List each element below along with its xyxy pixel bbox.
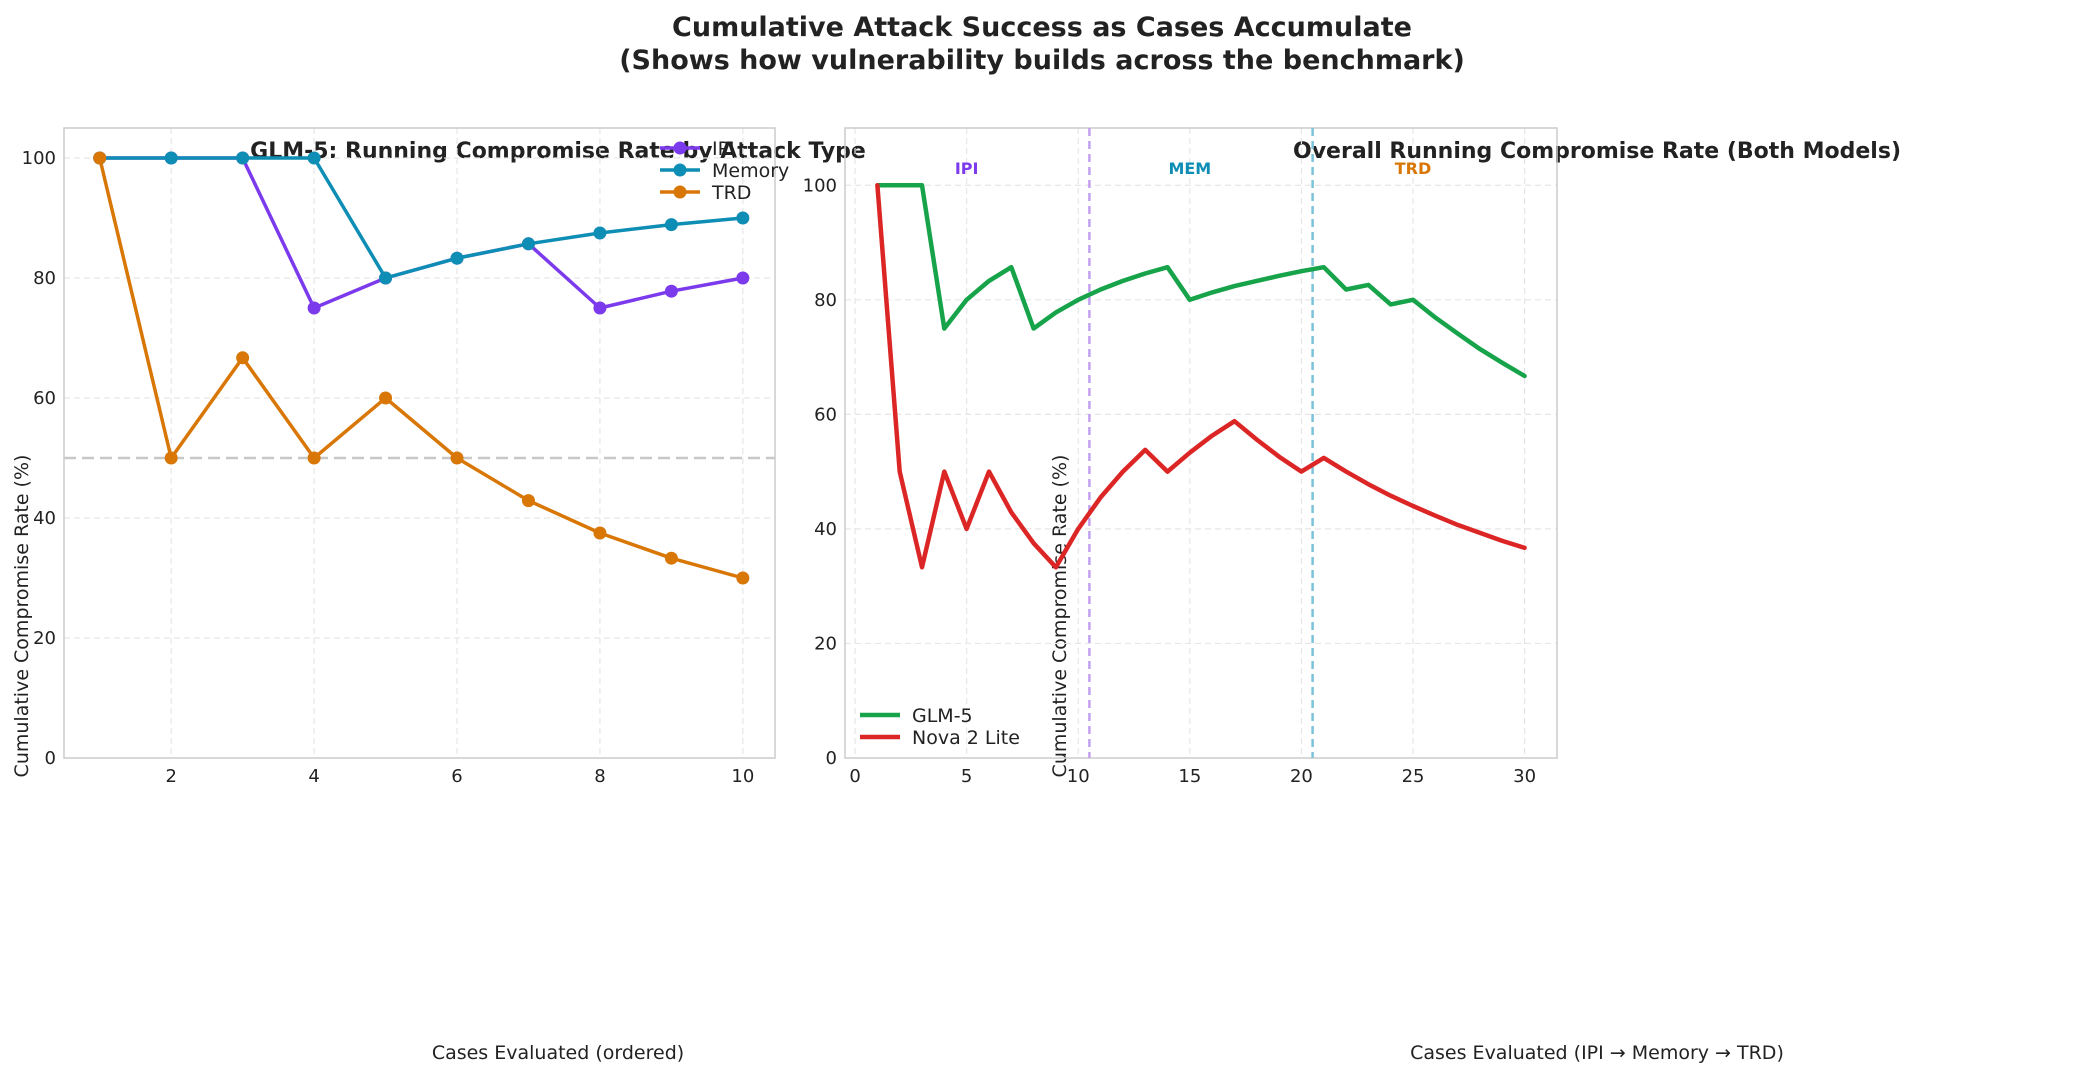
right-plot-frame bbox=[844, 127, 1558, 759]
left-y-tick-label: 40 bbox=[33, 508, 56, 529]
left-data-point-memory bbox=[736, 211, 750, 225]
left-x-tick-label: 8 bbox=[594, 766, 605, 787]
right-y-tick-label: 0 bbox=[826, 748, 837, 769]
left-data-point-ipi bbox=[307, 301, 321, 315]
right-y-tick-label: 100 bbox=[803, 175, 837, 196]
left-x-axis-label: Cases Evaluated (ordered) bbox=[432, 1042, 684, 1064]
right-x-axis-label: Cases Evaluated (IPI → Memory → TRD) bbox=[1410, 1042, 1784, 1064]
left-legend-label-trd: TRD bbox=[711, 182, 751, 204]
left-y-tick-label: 100 bbox=[22, 148, 56, 169]
left-data-point-memory bbox=[164, 151, 178, 165]
left-plot-frame bbox=[63, 127, 776, 759]
left-x-tick-label: 4 bbox=[308, 766, 319, 787]
right-y-axis-label: Cumulative Compromise Rate (%) bbox=[1049, 455, 1071, 778]
left-data-point-memory bbox=[450, 251, 464, 265]
left-legend-marker-ipi bbox=[673, 141, 687, 155]
left-y-tick-label: 0 bbox=[45, 748, 56, 769]
left-data-point-trd bbox=[736, 571, 750, 585]
left-data-point-memory bbox=[236, 151, 250, 165]
right-region-label-mem: MEM bbox=[1168, 159, 1211, 178]
left-y-tick-label: 60 bbox=[33, 388, 56, 409]
left-legend-label-memory: Memory bbox=[712, 160, 789, 182]
left-series-line-trd bbox=[97, 156, 745, 580]
left-data-point-ipi bbox=[593, 301, 607, 315]
right-x-tick-label: 0 bbox=[849, 766, 860, 787]
left-data-point-trd bbox=[593, 526, 607, 540]
right-y-tick-label: 60 bbox=[814, 404, 837, 425]
left-data-point-trd bbox=[164, 451, 178, 465]
left-data-point-trd bbox=[307, 451, 321, 465]
left-y-tick-label: 20 bbox=[33, 628, 56, 649]
right-series-line-nova-2-lite bbox=[875, 183, 1527, 570]
right-x-tick-label: 5 bbox=[961, 766, 972, 787]
right-y-tick-label: 40 bbox=[814, 519, 837, 540]
right-legend-label-glm-5: GLM-5 bbox=[912, 705, 973, 727]
left-data-point-trd bbox=[521, 494, 535, 508]
figure-title-line1: Cumulative Attack Success as Cases Accum… bbox=[672, 12, 1412, 43]
right-chart-panel: Overall Running Compromise Rate (Both Mo… bbox=[803, 127, 1901, 1064]
right-x-tick-label: 10 bbox=[1067, 766, 1090, 787]
left-x-tick-label: 2 bbox=[165, 766, 176, 787]
right-y-tick-label: 80 bbox=[814, 290, 837, 311]
left-data-point-trd bbox=[379, 391, 393, 405]
left-data-point-trd bbox=[664, 551, 678, 565]
left-data-point-ipi bbox=[736, 271, 750, 285]
right-x-tick-label: 20 bbox=[1290, 766, 1313, 787]
left-y-axis-label: Cumulative Compromise Rate (%) bbox=[11, 455, 33, 778]
left-series-line-memory bbox=[97, 156, 745, 280]
right-region-label-ipi: IPI bbox=[955, 159, 979, 178]
left-data-point-memory bbox=[593, 226, 607, 240]
right-legend-label-nova-2-lite: Nova 2 Lite bbox=[912, 727, 1020, 749]
right-x-tick-label: 30 bbox=[1513, 766, 1536, 787]
left-x-tick-label: 10 bbox=[731, 766, 754, 787]
left-data-point-memory bbox=[521, 237, 535, 251]
right-y-tick-label: 20 bbox=[814, 633, 837, 654]
left-y-tick-label: 80 bbox=[33, 268, 56, 289]
left-chart-panel: GLM-5: Running Compromise Rate by Attack… bbox=[11, 127, 866, 1064]
left-data-point-trd bbox=[236, 351, 250, 365]
left-legend-marker-memory bbox=[673, 163, 687, 177]
figure-title-line2: (Shows how vulnerability builds across t… bbox=[619, 45, 1465, 76]
left-data-point-memory bbox=[379, 271, 393, 285]
right-region-label-trd: TRD bbox=[1395, 159, 1432, 178]
left-series-line-ipi bbox=[97, 156, 745, 310]
left-data-point-trd bbox=[450, 451, 464, 465]
left-legend-label-ipi: IPI bbox=[712, 138, 735, 160]
right-x-tick-label: 25 bbox=[1402, 766, 1425, 787]
left-data-point-memory bbox=[664, 218, 678, 232]
left-data-point-ipi bbox=[664, 284, 678, 298]
left-chart-title: GLM-5: Running Compromise Rate by Attack… bbox=[250, 139, 866, 164]
right-x-tick-label: 15 bbox=[1178, 766, 1201, 787]
left-x-tick-label: 6 bbox=[451, 766, 462, 787]
left-legend-marker-trd bbox=[673, 185, 687, 199]
left-data-point-trd bbox=[93, 151, 107, 165]
left-data-point-memory bbox=[307, 151, 321, 165]
right-chart-title: Overall Running Compromise Rate (Both Mo… bbox=[1293, 139, 1901, 164]
right-series-line-glm-5 bbox=[875, 183, 1527, 379]
